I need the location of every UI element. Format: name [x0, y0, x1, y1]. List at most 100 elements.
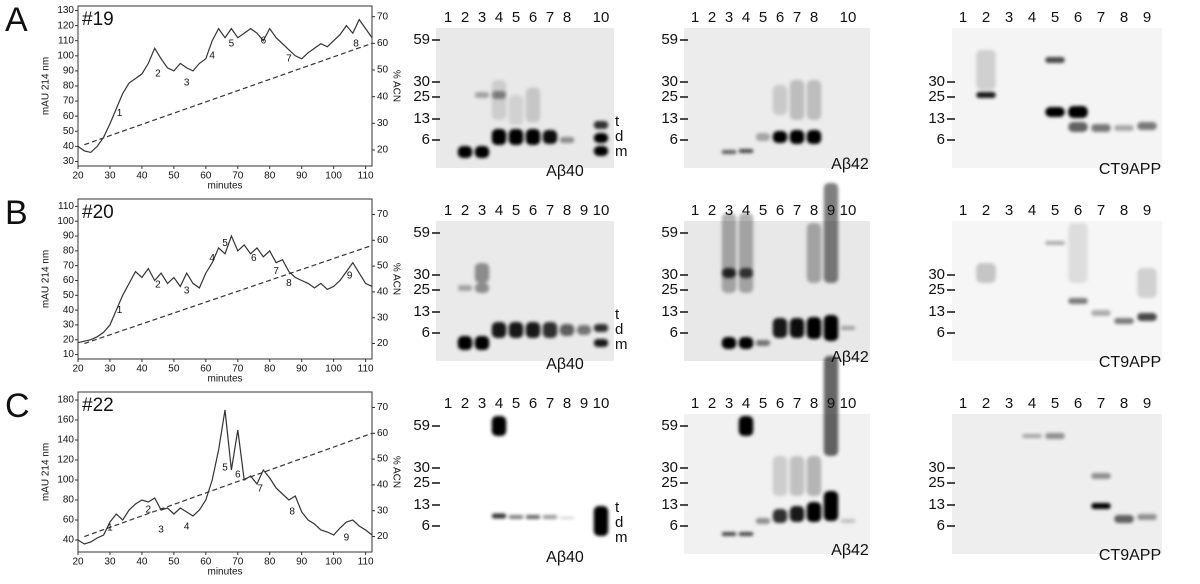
band — [559, 324, 575, 336]
fraction-label: 6 — [235, 470, 241, 481]
band — [806, 223, 822, 283]
fraction-label: 4 — [209, 253, 215, 264]
marker-label: 59 — [661, 224, 678, 241]
blot-membrane — [436, 28, 614, 168]
lane-label: 7 — [793, 202, 801, 219]
plot-frame — [77, 391, 373, 553]
band — [755, 340, 771, 346]
marker-label: 13 — [661, 303, 678, 320]
lane-label: 7 — [793, 395, 801, 412]
marker-label: 6 — [670, 517, 678, 534]
y2-tick-label: 50 — [377, 65, 389, 76]
lane-label: 4 — [1028, 9, 1036, 26]
band — [721, 268, 737, 278]
lane-label: 8 — [810, 395, 818, 412]
band — [474, 283, 490, 293]
y-tick-label: 110 — [58, 201, 74, 212]
lane-label: 2 — [708, 395, 716, 412]
y-axis-label: mAU 214 nm — [41, 443, 52, 501]
band — [593, 133, 609, 143]
lane-label: 8 — [563, 9, 571, 26]
x-tick-label: 80 — [264, 557, 276, 568]
lane-label: 4 — [495, 395, 503, 412]
marker-label: 25 — [413, 88, 430, 105]
fraction-label: 5 — [229, 38, 235, 49]
lane-label: 5 — [512, 202, 520, 219]
band — [1045, 57, 1065, 63]
band — [1114, 125, 1134, 131]
y-tick-label: 50 — [63, 126, 75, 137]
lane-label: 2 — [461, 202, 469, 219]
y-tick-label: 60 — [63, 111, 75, 122]
band — [1022, 434, 1042, 438]
lane-label: 10 — [840, 9, 857, 26]
band — [840, 326, 856, 330]
y2-tick-label: 60 — [377, 235, 389, 246]
band — [474, 263, 490, 283]
x-tick-label: 60 — [200, 557, 212, 568]
lane-label: 9 — [1143, 202, 1151, 219]
blot-caption: Aβ40 — [546, 549, 584, 566]
band-label: m — [615, 529, 628, 546]
marker-label: 13 — [413, 303, 430, 320]
y2-tick-label: 30 — [377, 118, 389, 129]
lane-label: 1 — [691, 395, 699, 412]
x-tick-label: 100 — [325, 557, 342, 568]
band — [542, 322, 558, 338]
y-tick-label: 40 — [63, 535, 75, 546]
fraction-label: 2 — [155, 69, 161, 80]
marker-label: 6 — [422, 517, 430, 534]
lane-label: 6 — [776, 395, 784, 412]
band — [525, 322, 541, 338]
y2-axis-label: % ACN — [390, 70, 401, 102]
lane-label: 3 — [1005, 202, 1013, 219]
band — [1068, 122, 1088, 132]
band — [806, 130, 822, 144]
y2-tick-label: 70 — [377, 402, 389, 413]
y-tick-label: 60 — [63, 515, 75, 526]
band — [525, 515, 541, 519]
band — [576, 325, 592, 335]
band — [1091, 473, 1111, 479]
panel-letter: B — [5, 194, 28, 232]
band — [1137, 122, 1157, 130]
acn-gradient — [84, 432, 373, 538]
marker-label: 30 — [661, 73, 678, 90]
band — [772, 318, 788, 338]
band — [508, 129, 524, 145]
y-tick-label: 60 — [63, 275, 75, 286]
marker-label: 30 — [661, 266, 678, 283]
band — [721, 337, 737, 349]
x-tick-label: 60 — [200, 171, 212, 182]
band-label: t — [615, 306, 620, 323]
x-axis-label: minutes — [207, 567, 242, 578]
blot-bands — [721, 356, 856, 536]
band — [721, 532, 737, 536]
band — [491, 129, 507, 145]
lane-label: 2 — [708, 9, 716, 26]
band — [593, 506, 609, 536]
x-tick-label: 110 — [358, 171, 374, 182]
y2-tick-label: 40 — [377, 480, 389, 491]
x-tick-label: 110 — [358, 364, 374, 375]
lane-label: 3 — [478, 9, 486, 26]
band — [1091, 310, 1111, 316]
lane-label: 9 — [1143, 9, 1151, 26]
y2-tick-label: 20 — [377, 531, 389, 542]
fraction-label: 4 — [184, 522, 190, 533]
lane-label: 4 — [495, 9, 503, 26]
x-tick-label: 70 — [232, 557, 244, 568]
lane-label: 6 — [529, 395, 537, 412]
blot-membrane — [436, 414, 614, 554]
band — [789, 130, 805, 144]
y2-tick-label: 60 — [377, 428, 389, 439]
fraction-label: 6 — [251, 253, 257, 264]
blot-caption: CT9APP — [1099, 547, 1161, 564]
fraction-label: 1 — [107, 523, 113, 534]
lane-label: 9 — [1143, 395, 1151, 412]
band — [755, 518, 771, 524]
x-tick-label: 20 — [72, 364, 84, 375]
band — [508, 322, 524, 338]
y-tick-label: 20 — [63, 334, 75, 345]
